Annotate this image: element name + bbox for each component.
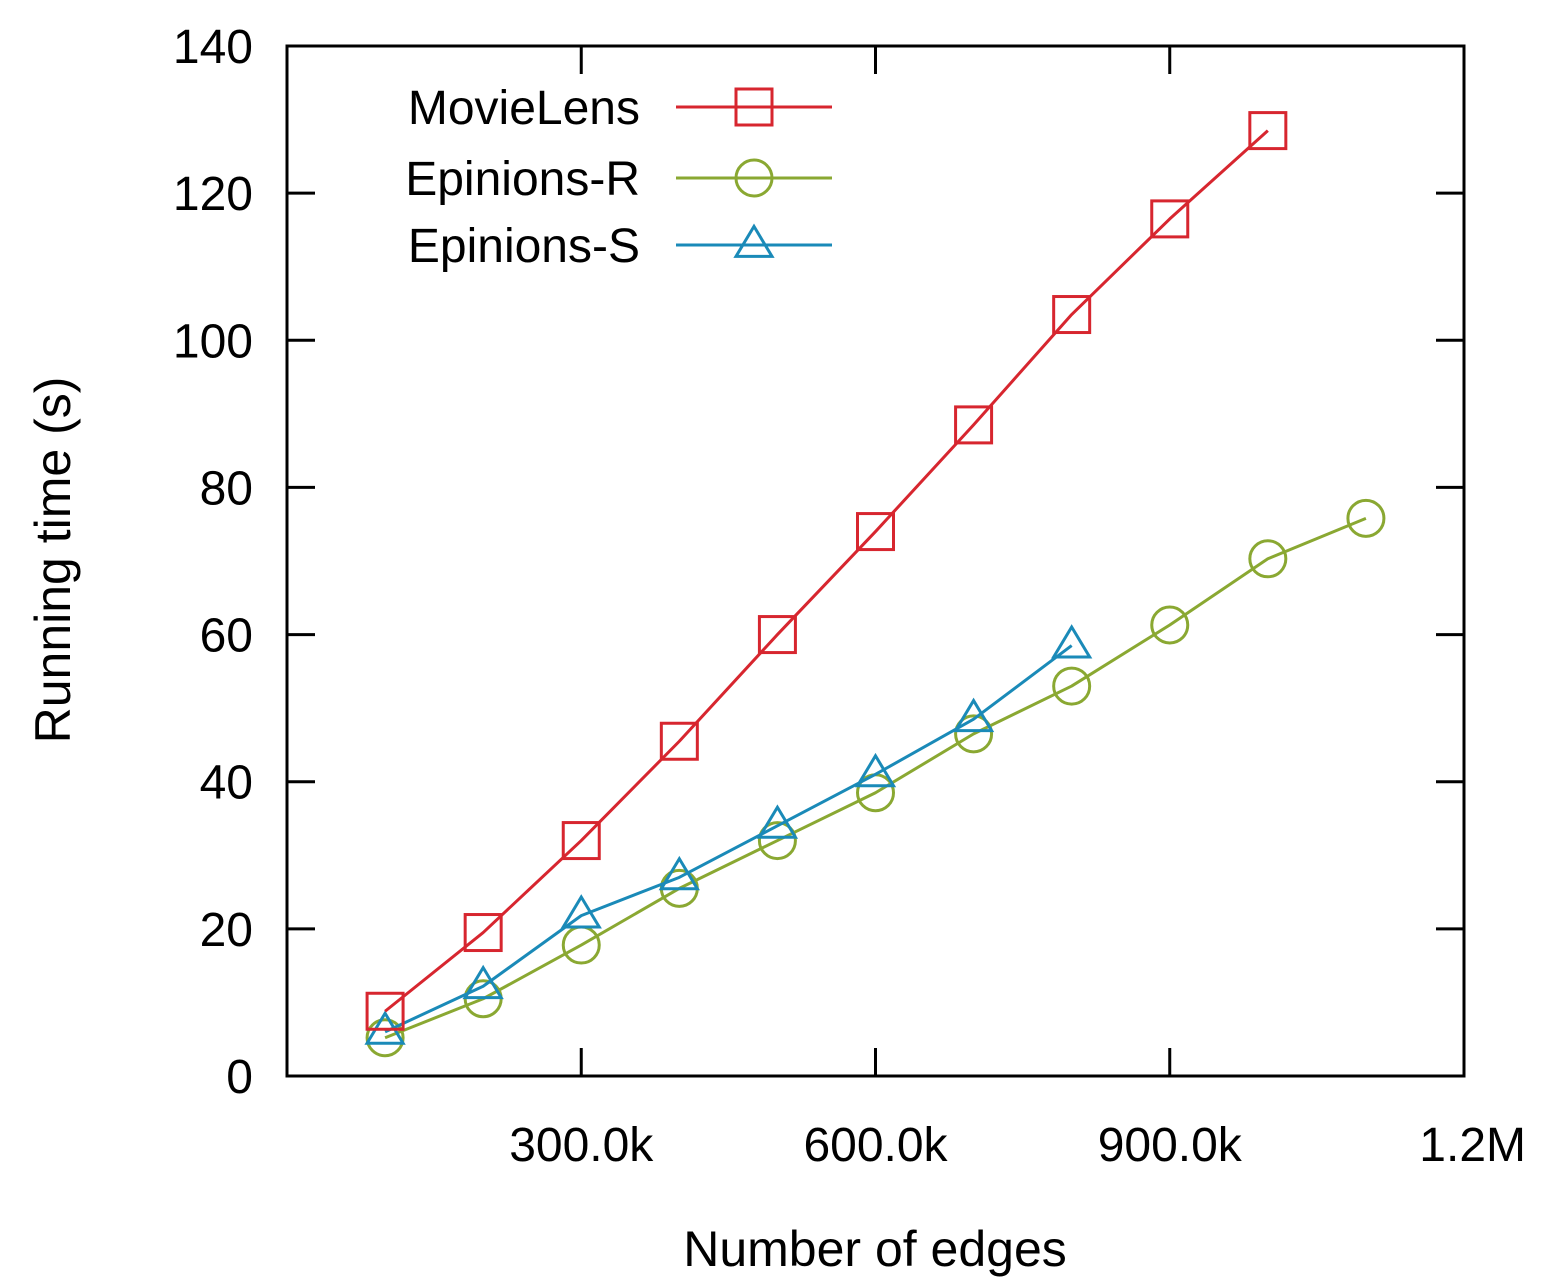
data-point-movielens [659, 721, 699, 761]
data-point-epinions-s [560, 894, 602, 929]
legend-label: Epinions-R [405, 153, 640, 206]
legend-marker-triangle [733, 223, 775, 258]
series-epinions-r [365, 498, 1386, 1058]
data-point-epinions-s [658, 855, 700, 891]
y-axis-title: Running time (s) [25, 377, 81, 744]
data-point-epinions-r [1052, 666, 1092, 706]
series-epinions-s [364, 624, 1093, 1045]
y-tick-label: 60 [200, 610, 253, 663]
series-line-movielens [384, 129, 1269, 1013]
data-point-epinions-r [1346, 498, 1386, 538]
data-point-epinions-s [756, 804, 799, 839]
x-tick-label: 900.0k [1098, 1119, 1243, 1172]
data-point-movielens [954, 405, 994, 445]
data-point-epinions-s [1051, 624, 1093, 659]
data-point-epinions-r [954, 714, 994, 754]
series-movielens [365, 111, 1288, 1031]
legend-item-movielens: MovieLens [408, 82, 832, 135]
data-point-movielens [561, 821, 601, 861]
x-tick-label: 600.0k [803, 1119, 948, 1172]
series-layer [364, 111, 1386, 1058]
x-tick-label: 300.0k [509, 1119, 654, 1172]
data-point-movielens [365, 991, 405, 1031]
data-point-movielens [757, 615, 797, 655]
data-point-epinions-s [952, 697, 995, 733]
y-tick-label: 80 [200, 462, 253, 515]
y-tick-label: 100 [173, 315, 253, 368]
y-tick-label: 140 [173, 21, 253, 74]
y-tick-label: 20 [200, 904, 253, 957]
data-point-epinions-r [365, 1018, 405, 1058]
data-point-epinions-r [1248, 539, 1288, 579]
data-point-movielens [1150, 199, 1190, 239]
legend-marker-square [734, 87, 774, 127]
data-point-movielens [1052, 295, 1092, 335]
data-point-movielens [463, 913, 503, 953]
x-axis-title: Number of edges [683, 1221, 1067, 1277]
legend-item-epinions-r: Epinions-R [405, 153, 832, 206]
data-point-epinions-s [462, 964, 504, 1000]
data-point-epinions-r [1150, 605, 1190, 645]
legend-item-epinions-s: Epinions-S [408, 220, 832, 273]
legend: MovieLens Epinions-R Epinions-S [405, 82, 832, 273]
legend-label: Epinions-S [408, 220, 640, 273]
y-tick-label: 120 [173, 168, 253, 221]
data-point-epinions-s [854, 752, 897, 788]
legend-label: MovieLens [408, 82, 640, 135]
axes: 0 20 40 60 80 100 120 140 300.0k 600.0k 900.0k 1.2M [173, 21, 1526, 1172]
data-point-movielens [856, 512, 895, 552]
data-point-epinions-r [757, 821, 797, 861]
legend-marker-circle [734, 158, 774, 198]
y-tick-label: 40 [200, 757, 253, 810]
data-point-movielens [1248, 111, 1288, 151]
y-tick-label: 0 [226, 1051, 253, 1104]
series-line-epinions-r [384, 516, 1367, 1040]
x-tick-label: 1.2M [1419, 1119, 1526, 1172]
